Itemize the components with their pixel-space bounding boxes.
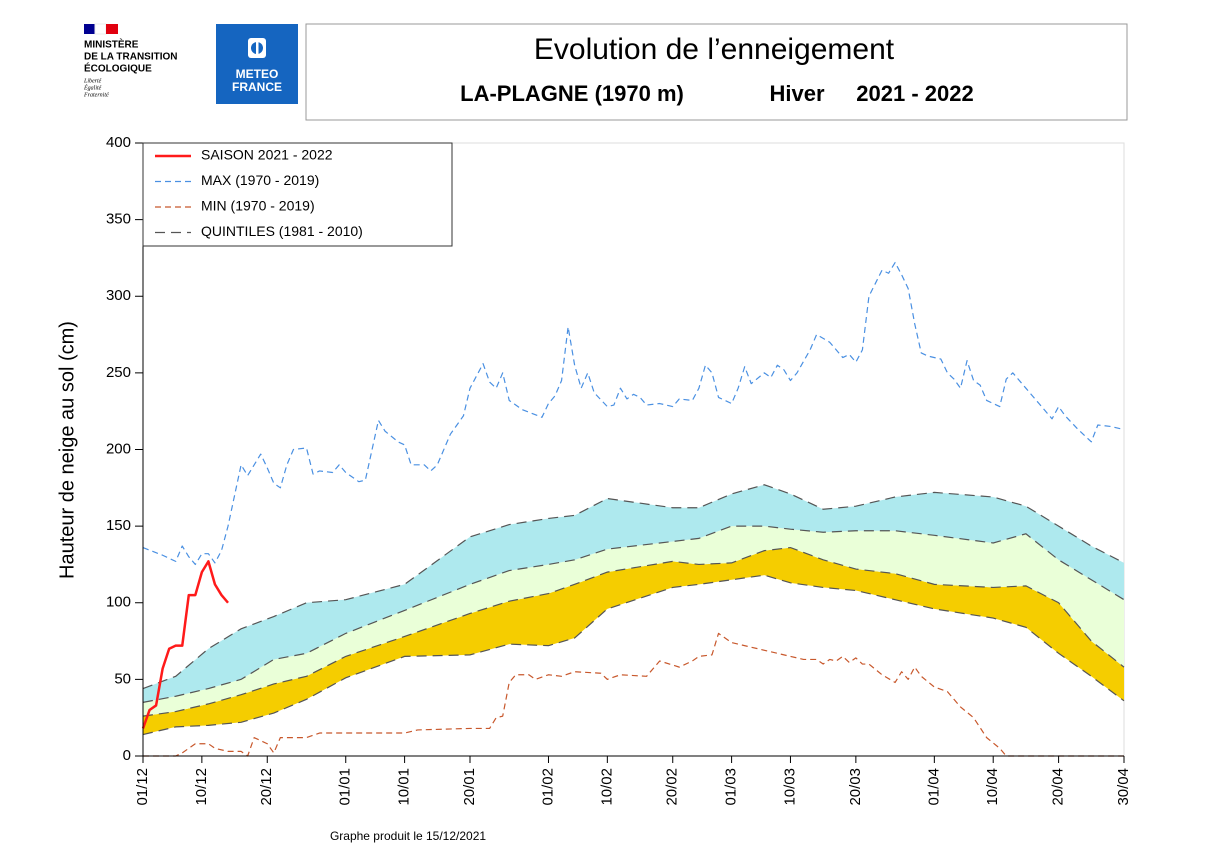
legend-label: MAX (1970 - 2019) — [201, 172, 319, 188]
x-tick-label: 20/03 — [847, 768, 864, 806]
series-line — [143, 632, 1124, 757]
ministry-logo: MINISTÈRE DE LA TRANSITION ÉCOLOGIQUE Li… — [83, 23, 178, 98]
y-tick-label: 350 — [106, 211, 131, 228]
logo-icon-bar — [256, 42, 259, 54]
x-tick-label: 01/01 — [337, 768, 354, 806]
title-box — [305, 23, 1128, 121]
footer: Graphe produit le 15/12/2021 — [330, 829, 486, 843]
flag-red — [106, 24, 118, 34]
quintile-band — [143, 484, 1124, 703]
x-tick-label: 10/04 — [984, 768, 1001, 806]
brand-text: FRANCE — [232, 80, 282, 94]
quintile-band — [143, 547, 1124, 735]
x-tick-label: 20/02 — [664, 768, 681, 806]
y-tick-label: 250 — [106, 364, 131, 381]
y-tick-label: 300 — [106, 287, 131, 304]
y-tick-label: 150 — [106, 517, 131, 534]
x-tick-label: 01/03 — [723, 768, 740, 806]
legend: SAISON 2021 - 2022 MAX (1970 - 2019) MIN (… — [142, 142, 453, 247]
station: LA-PLAGNE (1970 m) — [460, 81, 684, 106]
plot — [141, 261, 1125, 757]
x-tick-label: 01/02 — [539, 768, 556, 806]
motto-text: Égalité — [83, 83, 102, 91]
series-line — [142, 261, 1125, 566]
y-tick-label: 0 — [123, 747, 131, 764]
season: 2021 - 2022 — [856, 81, 973, 106]
meteo-france-logo: METEO FRANCE — [216, 24, 298, 104]
x-tick-label: 01/12 — [134, 768, 151, 806]
ministry-text: ÉCOLOGIQUE — [84, 62, 152, 75]
legend-label: QUINTILES (1981 - 2010) — [201, 223, 363, 239]
logo-box — [216, 24, 298, 104]
y-tick-label: 100 — [106, 594, 131, 611]
legend-label: MIN (1970 - 2019) — [201, 198, 315, 214]
x-tick-label: 10/01 — [396, 768, 413, 806]
x-tick-label: 01/04 — [925, 768, 942, 806]
brand-text: METEO — [236, 67, 279, 81]
season-label: Hiver — [769, 81, 824, 106]
motto-text: Liberté — [83, 78, 102, 84]
flag-white — [94, 23, 107, 35]
legend-label: SAISON 2021 - 2022 — [201, 147, 333, 163]
series-line — [141, 560, 229, 729]
x-tick-label: 10/12 — [193, 768, 210, 806]
x-tick-label: 20/01 — [461, 768, 478, 806]
quintile-band — [143, 526, 1124, 717]
y-tick-label: 400 — [106, 134, 131, 151]
ministry-text: MINISTÈRE — [84, 38, 139, 51]
flag-blue — [84, 24, 95, 34]
ministry-text: DE LA TRANSITION — [84, 52, 178, 63]
quintile-line — [142, 546, 1125, 717]
quintile-line — [142, 525, 1125, 703]
motto-text: Fraternité — [83, 92, 109, 98]
y-tick-label: 50 — [114, 670, 131, 687]
quintile-line — [142, 574, 1125, 736]
x-tick-label: 10/02 — [598, 768, 615, 806]
legend-box — [142, 142, 453, 247]
x-tick-label: 20/12 — [258, 768, 275, 806]
x-tick-label: 30/04 — [1115, 768, 1132, 806]
y-tick-label: 200 — [106, 440, 131, 457]
axes: 0 50 100 150 200 250 300 350 400 01/12 10/12 20/12 0… — [106, 134, 1132, 806]
x-tick-label: 10/03 — [781, 768, 798, 806]
x-tick-label: 20/04 — [1050, 768, 1067, 806]
chart-title: Evolution de l’enneigement — [534, 33, 895, 66]
quintile-line — [142, 484, 1125, 690]
y-axis-label: Hauteur de neige au sol (cm) — [56, 321, 78, 579]
